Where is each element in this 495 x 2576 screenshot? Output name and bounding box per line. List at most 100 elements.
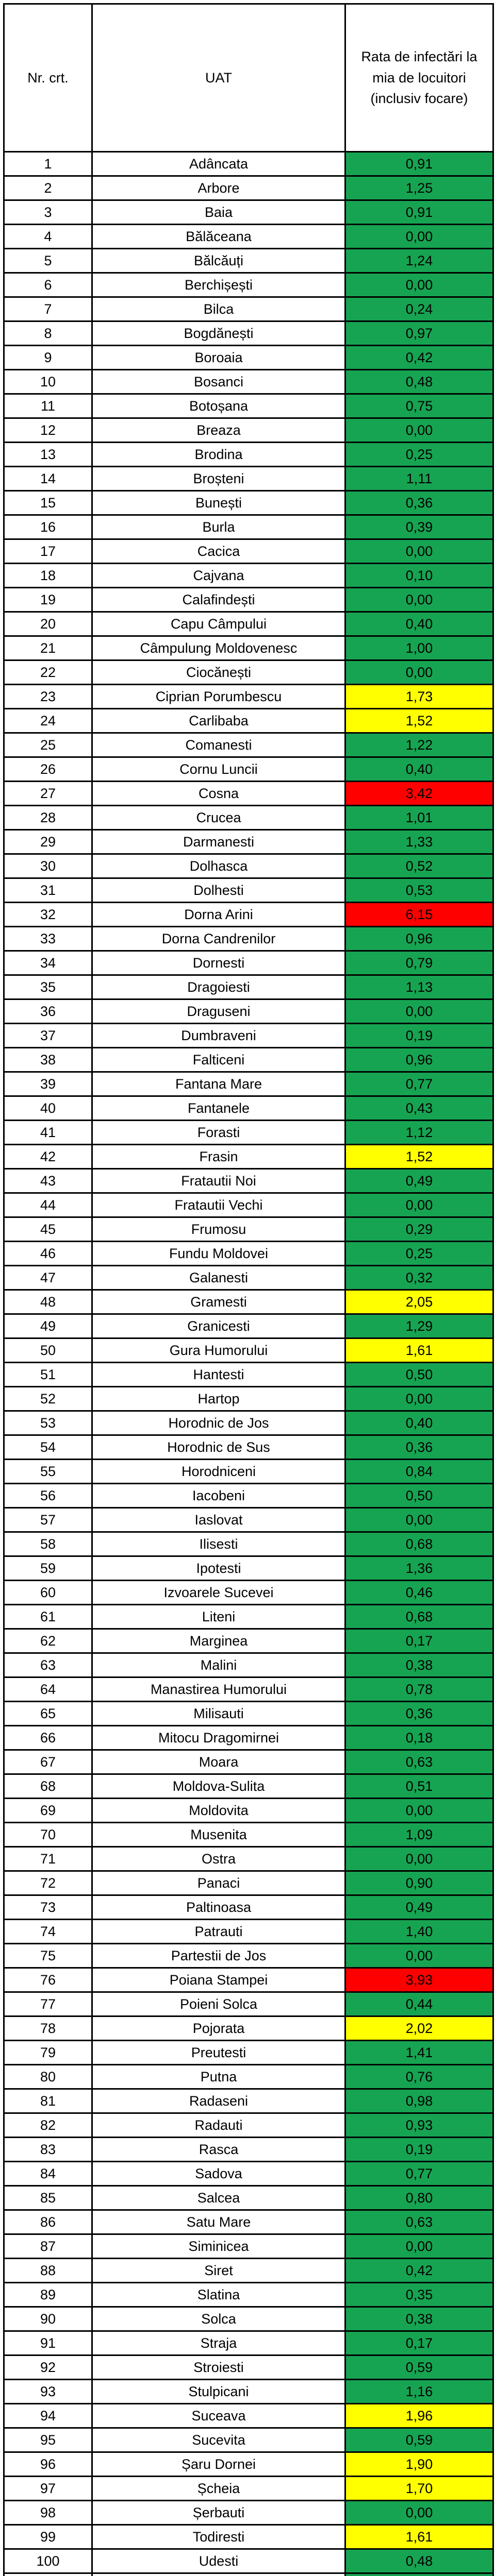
rate-cell: 1,36 [344, 1555, 494, 1581]
rate-cell: 1,52 [344, 1144, 494, 1170]
table-row: 77 Poieni Solca 0,44 [3, 1991, 494, 2017]
row-number-cell: 51 [3, 1362, 93, 1387]
uat-name-cell: Mitocu Dragomirnei [91, 1725, 346, 1751]
rate-cell: 0,00 [344, 417, 494, 443]
table-row: 82 Radauti 0,93 [3, 2112, 494, 2138]
table-row: 97 Șcheia 1,70 [3, 2476, 494, 2501]
rate-cell: 0,91 [344, 151, 494, 177]
row-number-cell: 97 [3, 2476, 93, 2501]
table-row: 76 Poiana Stampei 3,93 [3, 1967, 494, 1993]
table-row: 63 Malini 0,38 [3, 1652, 494, 1678]
uat-name-cell: Liteni [91, 1604, 346, 1630]
rate-cell: 0,00 [344, 1846, 494, 1872]
rate-cell: 0,96 [344, 1047, 494, 1073]
rate-cell: 0,00 [344, 2233, 494, 2259]
rate-cell: 1,16 [344, 2379, 494, 2404]
header-uat: UAT [91, 3, 346, 152]
uat-name-cell: Comanesti [91, 732, 346, 758]
uat-name-cell: Dorna Candrenilor [91, 926, 346, 952]
table-row: 18 Cajvana 0,10 [3, 563, 494, 588]
uat-name-cell: Iaslovat [91, 1507, 346, 1533]
row-number-cell: 8 [3, 320, 93, 346]
row-number-cell: 88 [3, 2258, 93, 2283]
rate-cell: 0,68 [344, 1531, 494, 1557]
table-row: 71 Ostra 0,00 [3, 1846, 494, 1872]
rate-cell: 0,29 [344, 1216, 494, 1242]
table-row: 96 Șaru Dornei 1,90 [3, 2451, 494, 2477]
uat-name-cell: Baia [91, 199, 346, 225]
row-number-cell: 59 [3, 1555, 93, 1581]
rate-cell: 0,98 [344, 2088, 494, 2114]
table-row: 72 Panaci 0,90 [3, 1870, 494, 1896]
rate-cell: 0,50 [344, 1362, 494, 1387]
row-number-cell: 75 [3, 1943, 93, 1969]
rate-cell: 0,51 [344, 1773, 494, 1799]
uat-name-cell: Fundu Moldovei [91, 1241, 346, 1266]
row-number-cell: 67 [3, 1749, 93, 1775]
uat-name-cell: Radauti [91, 2112, 346, 2138]
table-row: 47 Galanesti 0,32 [3, 1265, 494, 1291]
rate-cell: 0,43 [344, 1095, 494, 1121]
row-number-cell: 18 [3, 563, 93, 588]
row-number-cell: 71 [3, 1846, 93, 1872]
row-number-cell: 30 [3, 853, 93, 879]
row-number-cell: 1 [3, 151, 93, 177]
rate-cell: 0,32 [344, 1265, 494, 1291]
row-number-cell: 21 [3, 635, 93, 661]
row-number-cell: 82 [3, 2112, 93, 2138]
table-row: 2 Arbore 1,25 [3, 175, 494, 201]
rate-cell: 1,33 [344, 829, 494, 855]
uat-name-cell: Capu Câmpului [91, 611, 346, 637]
row-number-cell: 57 [3, 1507, 93, 1533]
table-row: 94 Suceava 1,96 [3, 2403, 494, 2429]
uat-name-cell: Dumbraveni [91, 1023, 346, 1048]
uat-name-cell: Dolhasca [91, 853, 346, 879]
table-row: 98 Șerbauti 0,00 [3, 2500, 494, 2526]
rate-cell: 1,70 [344, 2476, 494, 2501]
table-row: 25 Comanesti 1,22 [3, 732, 494, 758]
table-row: 48 Gramesti 2,05 [3, 1289, 494, 1315]
rate-cell: 1,24 [344, 248, 494, 274]
table-row: 74 Patrauti 1,40 [3, 1919, 494, 1944]
row-number-cell: 23 [3, 684, 93, 709]
table-row: 49 Granicesti 1,29 [3, 1313, 494, 1339]
row-number-cell: 95 [3, 2427, 93, 2453]
rate-cell: 0,00 [344, 224, 494, 249]
row-number-cell: 35 [3, 974, 93, 1000]
rate-cell: 0,00 [344, 1507, 494, 1533]
row-number-cell: 69 [3, 1798, 93, 1823]
table-row: 36 Draguseni 0,00 [3, 998, 494, 1024]
uat-name-cell: Frumosu [91, 1216, 346, 1242]
rate-cell: 0,40 [344, 1410, 494, 1436]
rate-cell: 0,76 [344, 2064, 494, 2090]
row-number-cell: 91 [3, 2330, 93, 2356]
rate-cell: 0,90 [344, 1870, 494, 1896]
uat-name-cell: Panaci [91, 1870, 346, 1896]
rate-cell: 0,59 [344, 2354, 494, 2380]
uat-name-cell: Satu Mare [91, 2209, 346, 2235]
table-row: 101 Ulma 0,90 [3, 2572, 494, 2576]
uat-name-cell: Ostra [91, 1846, 346, 1872]
uat-name-cell: Adâncata [91, 151, 346, 177]
uat-name-cell: Udesti [91, 2548, 346, 2574]
row-number-cell: 29 [3, 829, 93, 855]
rate-cell: 0,42 [344, 345, 494, 370]
rate-cell: 0,49 [344, 1894, 494, 1920]
rate-cell: 0,39 [344, 514, 494, 540]
uat-name-cell: Brodina [91, 442, 346, 467]
table-row: 21 Câmpulung Moldovenesc 1,00 [3, 635, 494, 661]
table-row: 88 Siret 0,42 [3, 2258, 494, 2283]
table-row: 92 Stroiesti 0,59 [3, 2354, 494, 2380]
table-row: 84 Sadova 0,77 [3, 2161, 494, 2187]
uat-name-cell: Rasca [91, 2137, 346, 2162]
uat-name-cell: Patrauti [91, 1919, 346, 1944]
rate-cell: 1,29 [344, 1313, 494, 1339]
uat-name-cell: Iacobeni [91, 1483, 346, 1509]
uat-name-cell: Fratautii Noi [91, 1168, 346, 1194]
row-number-cell: 76 [3, 1967, 93, 1993]
uat-name-cell: Partestii de Jos [91, 1943, 346, 1969]
rate-cell: 0,77 [344, 2161, 494, 2187]
uat-name-cell: Ciocănești [91, 659, 346, 685]
row-number-cell: 55 [3, 1459, 93, 1484]
rate-cell: 0,79 [344, 950, 494, 976]
